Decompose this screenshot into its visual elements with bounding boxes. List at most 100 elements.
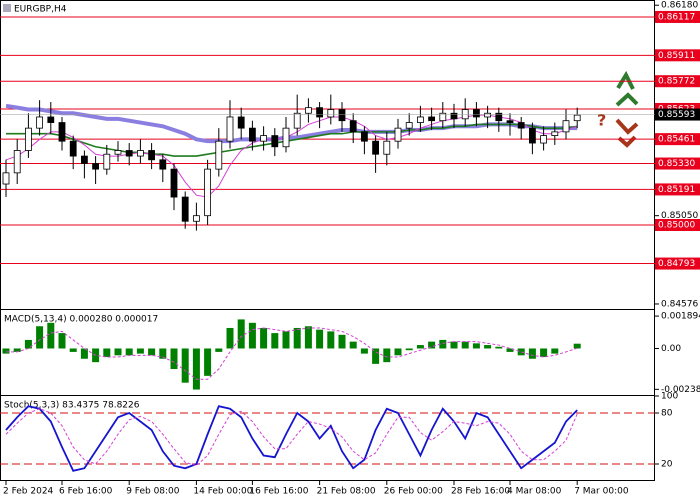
level-label-box — [655, 75, 700, 88]
level-label: 0.85772 — [658, 77, 695, 87]
candle-body — [58, 122, 66, 142]
chart-title: EURGBP,H4 — [14, 5, 67, 15]
up-arrow — [616, 70, 635, 90]
candle-body — [551, 131, 559, 136]
candle-body — [461, 109, 469, 120]
candle-body — [69, 140, 77, 157]
y-tick-label: 0.86180 — [661, 1, 698, 11]
last-price-label: 0.85593 — [658, 110, 695, 120]
candle-body — [428, 116, 436, 122]
x-tick-label: 28 Feb 16:00 — [451, 487, 510, 497]
level-label: 0.85911 — [658, 51, 695, 61]
macd-bar — [2, 348, 10, 354]
macd-bar — [383, 348, 391, 363]
x-tick-label: 4 Mar 08:00 — [507, 487, 562, 497]
level-label: 0.85461 — [658, 135, 695, 145]
macd-bar — [103, 348, 111, 358]
macd-bar — [461, 341, 469, 349]
candle-body — [92, 163, 99, 170]
macd-bar — [260, 327, 268, 349]
macd-bar — [293, 327, 301, 349]
indicator-line — [6, 123, 578, 157]
y-tick-label: 0.001894 — [661, 312, 700, 322]
level-label-box — [655, 218, 700, 231]
level-label-box — [655, 49, 700, 62]
macd-bar — [372, 348, 380, 364]
candle-body — [47, 116, 55, 123]
macd-bar — [204, 348, 212, 376]
macd-bar — [360, 348, 368, 354]
macd-bar — [338, 334, 346, 349]
macd-bar — [36, 326, 44, 349]
x-tick-label: 2 Feb 2024 — [3, 487, 54, 497]
last-price-box — [655, 108, 700, 121]
down-arrow — [617, 135, 637, 148]
macd-bar — [13, 348, 21, 352]
macd-bar — [428, 341, 436, 349]
y-tick-label: 0.85050 — [661, 211, 698, 221]
candle-body — [181, 196, 189, 222]
candle-body — [338, 109, 346, 122]
x-tick-label: 9 Feb 08:00 — [126, 487, 180, 497]
candle-body — [192, 215, 200, 222]
macd-bar — [248, 322, 256, 349]
macd-bar — [495, 346, 503, 349]
candle-body — [360, 131, 368, 142]
candle-body — [472, 109, 480, 118]
candle-body — [226, 116, 234, 142]
x-tick-label: 7 Mar 00:00 — [574, 487, 629, 497]
candle-body — [103, 153, 111, 170]
macd-bar — [416, 345, 424, 349]
macd-bar — [148, 348, 156, 356]
candle-body — [2, 172, 10, 185]
macd-bar — [282, 331, 290, 349]
macd-bar — [551, 348, 559, 354]
candle-body — [260, 135, 268, 142]
y-tick-label: 0.00 — [661, 344, 681, 354]
arrow-line — [615, 92, 639, 107]
candle-body — [405, 122, 413, 129]
level-label-box — [655, 157, 700, 170]
level-label: 0.85000 — [658, 220, 695, 230]
macd-bar — [540, 348, 548, 358]
macd-bar — [327, 331, 335, 349]
x-tick-label: 14 Feb 00:00 — [193, 487, 252, 497]
macd-bar — [69, 348, 77, 352]
x-tick-label: 6 Feb 16:00 — [59, 487, 113, 497]
candle-body — [562, 120, 570, 133]
level-label-box — [655, 183, 700, 196]
x-tick-label: 21 Feb 08:00 — [317, 487, 376, 497]
macd-bar — [181, 348, 189, 383]
y-tick-label: -0.002388 — [661, 385, 700, 395]
y-tick-label: 0.84576 — [661, 299, 698, 309]
level-label-box — [655, 133, 700, 146]
level-label: 0.85191 — [658, 185, 695, 195]
macd-bar — [528, 348, 536, 359]
macd-bar — [316, 329, 324, 349]
macd-bar — [125, 348, 133, 356]
candle-body — [304, 107, 312, 114]
arrow-line — [615, 118, 639, 135]
macd-bar — [237, 319, 245, 349]
level-label: 0.86117 — [658, 12, 695, 22]
y-tick-label: 100 — [661, 392, 678, 402]
macd-bar — [159, 348, 167, 359]
macd-bar — [394, 348, 402, 356]
indicator-line — [5, 114, 578, 198]
candle-body — [204, 168, 212, 217]
macd-bar — [439, 339, 447, 349]
candle-body — [316, 107, 324, 118]
candle-body — [327, 109, 335, 118]
macd-bar — [349, 341, 357, 349]
macd-bar — [215, 348, 223, 352]
macd-bar — [450, 341, 458, 349]
macd-bar — [484, 345, 492, 349]
candle-body — [81, 155, 88, 164]
candle-body — [484, 112, 492, 118]
y-tick-label: 80 — [661, 409, 673, 419]
question-mark: ? — [597, 111, 606, 130]
macd-bar — [226, 327, 234, 349]
macd-bar — [58, 333, 66, 349]
indicator-line — [5, 405, 578, 472]
